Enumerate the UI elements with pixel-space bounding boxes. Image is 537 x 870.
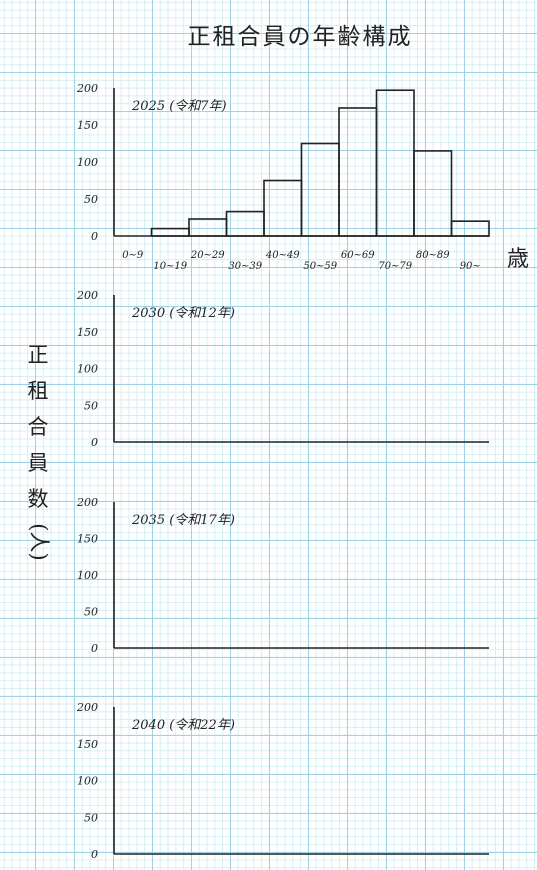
chart-subtitle: 2035 (令和17年) — [131, 513, 235, 528]
x-tick-label: 30~39 — [228, 261, 262, 272]
chart-subtitle: 2025 (令和7年) — [131, 99, 227, 114]
y-tick-label: 200 — [76, 701, 98, 714]
x-tick-label: 60~69 — [341, 250, 375, 261]
y-label-unit: (人) — [27, 523, 51, 560]
y-tick-label: 50 — [84, 399, 98, 412]
y-tick-label: 150 — [77, 738, 98, 751]
x-tick-label: 50~59 — [303, 261, 337, 272]
bar — [227, 212, 265, 236]
bar — [302, 144, 340, 237]
x-tick-label: 10~19 — [153, 261, 187, 272]
chart-panel: 0 50 100 150 200 2030 (令和12年) — [76, 289, 489, 449]
bar — [264, 181, 302, 237]
y-label-char: 正 — [28, 343, 49, 367]
y-tick-label: 150 — [77, 326, 98, 339]
x-tick-label: 0~9 — [122, 250, 144, 261]
y-label-char: 員 — [28, 451, 49, 475]
bar — [339, 108, 377, 236]
y-tick-label: 0 — [91, 230, 98, 243]
y-tick-label: 0 — [91, 436, 98, 449]
y-tick-label: 100 — [77, 363, 98, 376]
bar — [377, 90, 415, 236]
bar — [152, 229, 190, 236]
y-tick-label: 50 — [84, 606, 98, 619]
chart-panel: 0 50 100 150 200 2040 (令和22年) — [76, 701, 489, 861]
chart-subtitle: 2040 (令和22年) — [131, 718, 235, 733]
y-label-char: 租 — [28, 379, 49, 403]
chart-panel: 0 50 100 150 200 2025 (令和7年) 0~9 10~1920~2930~3… — [76, 82, 489, 272]
page-title: 正租合員の年齢構成 — [188, 24, 413, 50]
y-tick-label: 150 — [77, 119, 98, 132]
x-tick-label: 40~49 — [265, 250, 300, 261]
x-tick-label: 70~79 — [378, 261, 412, 272]
y-tick-label: 100 — [77, 775, 98, 788]
y-tick-label: 150 — [77, 533, 98, 546]
y-tick-label: 100 — [77, 569, 98, 582]
y-tick-label: 100 — [77, 156, 98, 169]
y-tick-label: 0 — [91, 848, 98, 861]
chart-panel: 0 50 100 150 200 2035 (令和17年) — [76, 496, 489, 655]
y-tick-label: 200 — [76, 82, 98, 95]
y-tick-label: 0 — [91, 642, 98, 655]
x-tick-label: 80~89 — [416, 250, 450, 261]
y-label-char: 数 — [28, 487, 49, 511]
y-tick-label: 200 — [76, 289, 98, 302]
y-tick-label: 200 — [76, 496, 98, 509]
x-tick-label: 20~29 — [190, 250, 225, 261]
y-axis-label: 正 租 合 員 数 (人) — [27, 343, 51, 561]
y-tick-label: 50 — [84, 193, 98, 206]
x-tick-label: 90~ — [460, 261, 481, 272]
y-label-char: 合 — [28, 415, 49, 439]
y-tick-label: 50 — [84, 811, 98, 824]
chart-subtitle: 2030 (令和12年) — [131, 306, 235, 321]
bar — [452, 221, 490, 236]
bar — [414, 151, 452, 236]
x-axis-unit: 歳 — [507, 247, 529, 272]
bar — [189, 219, 227, 236]
